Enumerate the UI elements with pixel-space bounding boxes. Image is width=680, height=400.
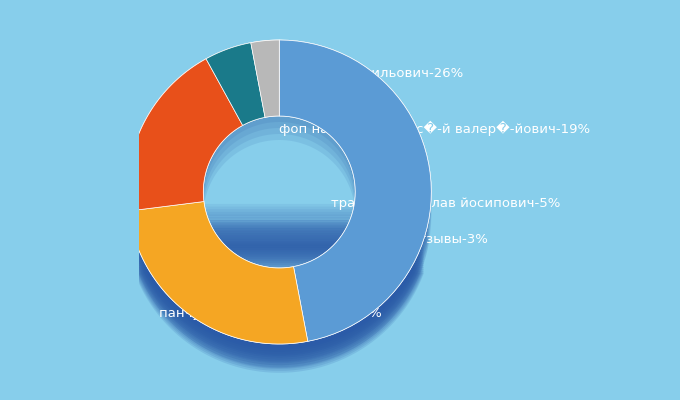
PathPatch shape [129, 209, 429, 349]
PathPatch shape [135, 220, 424, 346]
PathPatch shape [129, 214, 429, 355]
PathPatch shape [135, 243, 424, 369]
PathPatch shape [129, 202, 308, 344]
PathPatch shape [129, 228, 429, 368]
PathPatch shape [251, 40, 279, 117]
PathPatch shape [129, 204, 429, 344]
PathPatch shape [129, 222, 429, 363]
Text: сейфтекс отзывы-3%: сейфтекс отзывы-3% [339, 234, 488, 246]
PathPatch shape [206, 43, 265, 126]
PathPatch shape [127, 40, 431, 344]
PathPatch shape [129, 202, 308, 344]
PathPatch shape [135, 226, 424, 352]
PathPatch shape [135, 235, 424, 361]
PathPatch shape [135, 224, 424, 350]
PathPatch shape [129, 225, 429, 365]
PathPatch shape [135, 237, 424, 363]
PathPatch shape [127, 58, 431, 362]
PathPatch shape [135, 228, 424, 354]
PathPatch shape [135, 247, 424, 373]
PathPatch shape [135, 232, 424, 358]
Text: травка ростислав йосипович-5%: травка ростислав йосипович-5% [331, 198, 561, 210]
PathPatch shape [135, 222, 424, 348]
PathPatch shape [127, 52, 431, 356]
PathPatch shape [279, 40, 431, 341]
Text: фоп натал�-ч олекс�-й валер�-йович-19%: фоп натал�-ч олекс�-й валер�-йович-19% [279, 120, 590, 136]
PathPatch shape [135, 239, 424, 365]
PathPatch shape [129, 220, 429, 360]
PathPatch shape [127, 46, 431, 350]
PathPatch shape [135, 230, 424, 356]
PathPatch shape [127, 59, 243, 211]
PathPatch shape [127, 59, 243, 211]
PathPatch shape [127, 64, 431, 368]
PathPatch shape [279, 40, 431, 341]
PathPatch shape [129, 212, 429, 352]
PathPatch shape [251, 40, 279, 117]
PathPatch shape [135, 245, 424, 371]
Text: панчук євген в�-кторович-47%: панчук євген в�-кторович-47% [159, 304, 382, 320]
PathPatch shape [129, 206, 429, 347]
PathPatch shape [135, 233, 424, 359]
PathPatch shape [206, 43, 265, 126]
PathPatch shape [129, 217, 429, 357]
Text: ставн�-чук серг�-й васильович-26%: ставн�-чук серг�-й васильович-26% [199, 64, 464, 80]
PathPatch shape [135, 241, 424, 367]
